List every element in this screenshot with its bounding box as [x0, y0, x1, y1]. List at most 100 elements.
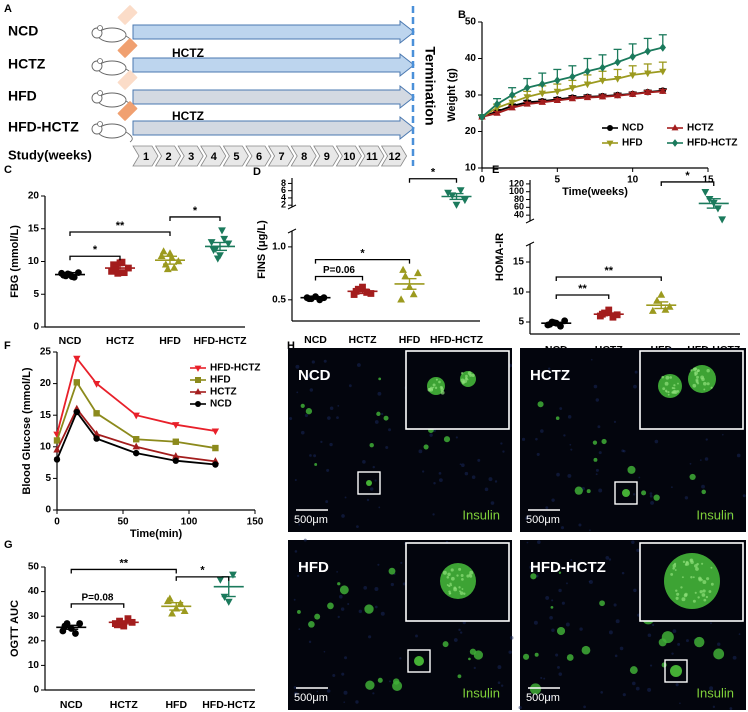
- data-point: [524, 83, 531, 92]
- data-point: [644, 88, 652, 96]
- background-speckle: [295, 364, 300, 369]
- stain-label: Insulin: [462, 507, 500, 522]
- background-speckle: [537, 540, 541, 544]
- inset-texture: [460, 378, 465, 383]
- group-arrow: [132, 84, 415, 110]
- inset-texture: [702, 580, 707, 585]
- data-point: [363, 289, 371, 296]
- y-tick-label: 5: [45, 473, 51, 484]
- y-tick-label: 15: [513, 257, 525, 268]
- mouse-body: [97, 92, 127, 108]
- mouse-body: [97, 123, 127, 139]
- background-speckle: [293, 691, 298, 696]
- data-point: [508, 99, 516, 107]
- islet: [534, 652, 539, 657]
- y-tick-label: 0: [45, 505, 51, 516]
- week-chevron: [154, 145, 182, 167]
- islet: [473, 650, 484, 660]
- axis-break: [525, 218, 535, 224]
- background-speckle: [556, 472, 560, 477]
- background-speckle: [377, 563, 380, 566]
- data-point: [120, 269, 128, 277]
- islet: [641, 490, 647, 496]
- data-point: [367, 290, 375, 297]
- background-speckle: [500, 684, 504, 687]
- islet: [364, 604, 374, 614]
- background-speckle: [671, 652, 674, 655]
- data-point: [401, 272, 410, 280]
- islet: [622, 489, 630, 497]
- data-point: [108, 267, 115, 275]
- background-speckle: [608, 630, 613, 635]
- background-speckle: [362, 460, 366, 464]
- background-speckle: [509, 636, 514, 640]
- islet: [653, 494, 660, 501]
- inset-texture: [471, 373, 475, 377]
- inset-texture: [665, 390, 668, 393]
- background-speckle: [551, 498, 555, 502]
- inset-texture: [697, 596, 700, 599]
- background-speckle: [615, 619, 620, 624]
- data-point: [460, 197, 469, 205]
- background-speckle: [438, 472, 442, 475]
- background-speckle: [323, 650, 326, 653]
- inset-texture: [461, 578, 464, 581]
- inset: [405, 350, 510, 430]
- islet: [297, 610, 301, 614]
- scale-bar-label: 500μm: [526, 514, 560, 526]
- islet: [339, 585, 349, 595]
- islet: [308, 621, 315, 628]
- significance-label: *: [431, 167, 436, 179]
- group-arrow: [132, 52, 415, 78]
- inset-texture: [677, 382, 679, 385]
- week-chevron: [245, 145, 272, 167]
- background-speckle: [561, 601, 565, 605]
- inset-texture: [703, 388, 706, 391]
- background-speckle: [329, 442, 333, 447]
- x-tick-label: 100: [181, 517, 198, 528]
- background-speckle: [526, 541, 529, 544]
- data-point: [229, 571, 237, 579]
- inset-texture: [461, 588, 464, 590]
- group-label: NCD: [8, 23, 38, 39]
- y-axis-label: FINS (μg/L): [256, 220, 268, 279]
- islet: [442, 641, 449, 648]
- background-speckle: [598, 451, 602, 455]
- y-tick-label: 2: [281, 200, 286, 210]
- data-point: [613, 91, 622, 99]
- background-speckle: [567, 565, 572, 570]
- y-axis-label: OGTT AUC: [9, 600, 21, 657]
- data-point: [172, 457, 179, 464]
- background-speckle: [619, 646, 624, 651]
- data-point: [132, 412, 140, 420]
- background-speckle: [712, 705, 716, 709]
- background-speckle: [378, 506, 381, 509]
- background-speckle: [583, 705, 586, 709]
- inset-texture: [468, 573, 471, 576]
- data-point: [73, 408, 81, 416]
- background-speckle: [559, 407, 563, 410]
- background-speckle: [372, 465, 375, 469]
- background-speckle: [500, 442, 503, 445]
- data-point: [172, 438, 179, 445]
- y-tick-label: 8: [281, 178, 286, 188]
- week-chevron: [132, 145, 159, 167]
- inset-texture: [699, 590, 703, 594]
- background-speckle: [704, 457, 709, 461]
- stain-label: Insulin: [462, 685, 500, 700]
- x-tick-label: 150: [247, 517, 264, 528]
- data-point: [478, 112, 486, 122]
- data-point: [114, 269, 122, 277]
- y-tick-label: 40: [465, 53, 477, 64]
- panel-letter: C: [4, 164, 12, 176]
- scale-bar-label: 500μm: [526, 692, 560, 704]
- background-speckle: [311, 360, 315, 364]
- background-speckle: [709, 686, 714, 691]
- mouse-body: [97, 60, 127, 76]
- inset-texture: [673, 390, 678, 395]
- background-speckle: [524, 517, 528, 520]
- zoom-box: [407, 649, 431, 673]
- background-speckle: [634, 370, 638, 374]
- data-point: [493, 99, 501, 109]
- background-speckle: [368, 635, 372, 639]
